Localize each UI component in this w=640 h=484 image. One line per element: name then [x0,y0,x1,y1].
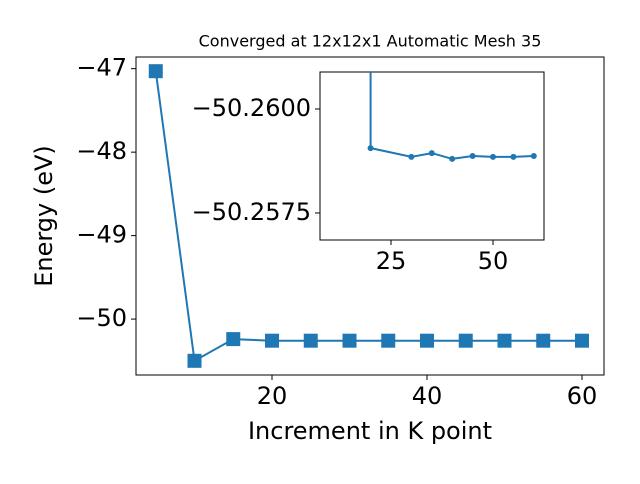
data-point [265,333,280,348]
x-tick-label: 60 [567,382,598,410]
y-tick-label: −47 [76,54,127,82]
data-point [497,333,512,348]
chart-title: Converged at 12x12x1 Automatic Mesh 35 [199,32,542,51]
data-point [428,150,435,157]
data-point [574,333,589,348]
data-point [303,333,318,348]
data-point [419,333,434,348]
data-point [489,153,496,160]
data-point [510,153,517,160]
y-axis-label: Energy (eV) [30,145,58,287]
data-point [226,332,241,347]
data-point [536,333,551,348]
y-tick-label: −50 [76,304,127,332]
data-point [408,153,415,160]
data-point [148,64,163,79]
x-tick-label: 40 [412,382,443,410]
y-tick-label: −50.2600 [192,94,311,122]
x-axis-label: Increment in K point [248,417,492,445]
data-point [449,155,456,162]
x-tick-label: 50 [478,247,509,275]
y-tick-label: −50.2575 [192,198,311,226]
data-point [342,333,357,348]
y-tick-label: −49 [76,221,127,249]
data-point [187,353,202,368]
x-tick-label: 25 [376,247,407,275]
data-point [367,145,374,152]
plot-area [148,64,589,368]
y-tick-label: −48 [76,137,127,165]
data-point [530,153,537,159]
data-point [381,333,396,348]
data-point [469,153,476,159]
x-tick-label: 20 [257,382,288,410]
data-point [458,333,473,348]
plot-area [367,72,537,162]
